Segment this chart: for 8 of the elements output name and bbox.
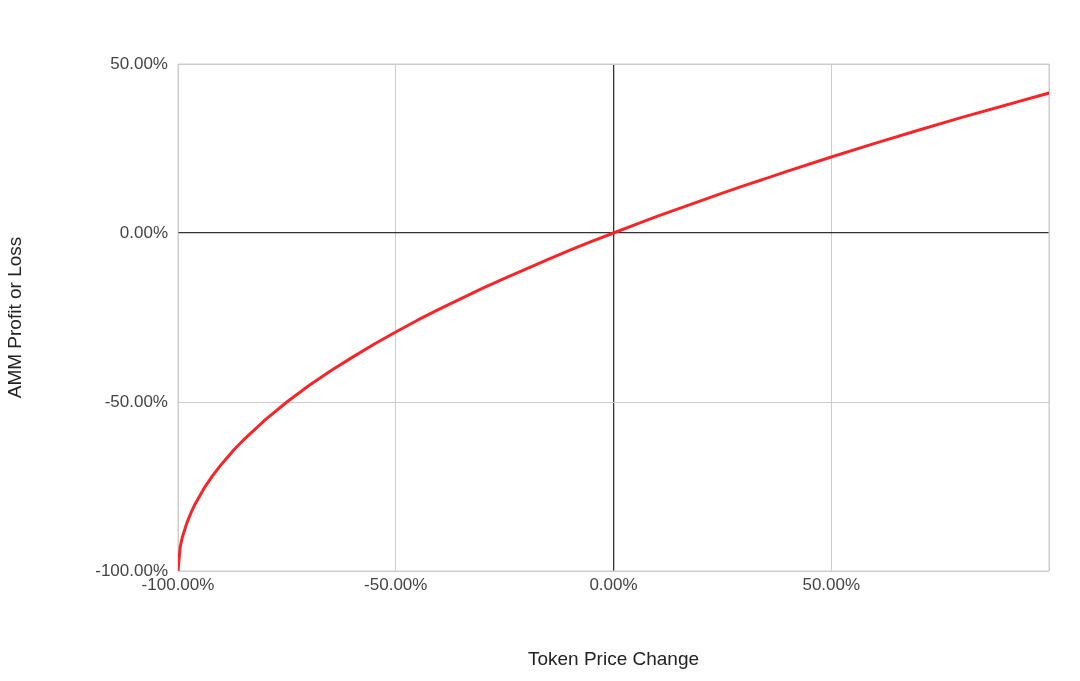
x-axis-title: Token Price Change [527,647,700,669]
y-axis-title: AMM Profit or Loss [3,236,25,399]
x-tick-label: -50.00% [364,574,428,594]
x-tick-label: 0.00% [589,574,638,594]
y-tick-label: 50.00% [110,53,168,73]
x-tick-label: 50.00% [802,574,861,594]
y-tick-label: -50.00% [104,391,168,411]
y-tick-label: 0.00% [119,222,168,242]
